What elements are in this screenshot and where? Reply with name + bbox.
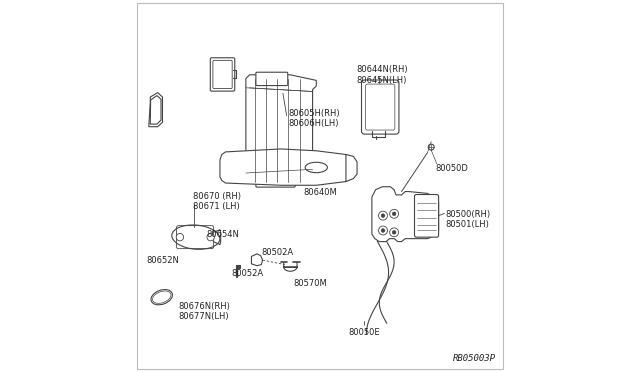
- Text: 80677N(LH): 80677N(LH): [179, 312, 229, 321]
- Polygon shape: [252, 254, 262, 266]
- Text: 80640M: 80640M: [303, 188, 337, 197]
- Text: 80676N(RH): 80676N(RH): [179, 302, 230, 311]
- Text: 80654N: 80654N: [206, 230, 239, 239]
- Text: 80570M: 80570M: [293, 279, 327, 288]
- Polygon shape: [246, 75, 316, 182]
- Circle shape: [390, 228, 399, 237]
- FancyBboxPatch shape: [256, 72, 288, 86]
- Text: 80050E: 80050E: [348, 328, 380, 337]
- Polygon shape: [150, 96, 161, 124]
- Circle shape: [381, 214, 385, 218]
- Polygon shape: [372, 187, 438, 241]
- Text: 80652N: 80652N: [146, 256, 179, 265]
- FancyBboxPatch shape: [256, 174, 295, 187]
- FancyBboxPatch shape: [362, 80, 399, 134]
- Circle shape: [390, 209, 399, 218]
- Text: 80500(RH): 80500(RH): [445, 210, 490, 219]
- Bar: [236, 264, 240, 267]
- Circle shape: [392, 231, 396, 234]
- FancyBboxPatch shape: [415, 195, 438, 237]
- Circle shape: [207, 234, 214, 241]
- Polygon shape: [148, 93, 163, 127]
- Text: 80502A: 80502A: [262, 247, 294, 257]
- FancyBboxPatch shape: [213, 60, 232, 89]
- Text: 80052A: 80052A: [232, 269, 264, 278]
- Ellipse shape: [151, 289, 172, 305]
- Ellipse shape: [172, 225, 220, 249]
- Text: 80671 (LH): 80671 (LH): [193, 202, 240, 211]
- Text: RB05003P: RB05003P: [453, 353, 496, 363]
- Circle shape: [381, 229, 385, 232]
- Circle shape: [176, 234, 184, 241]
- Polygon shape: [220, 149, 353, 185]
- Text: 80501(LH): 80501(LH): [445, 220, 489, 229]
- Text: 80050D: 80050D: [436, 164, 468, 173]
- Circle shape: [428, 144, 434, 150]
- Text: 80606H(LH): 80606H(LH): [289, 119, 339, 128]
- Text: 80605H(RH): 80605H(RH): [289, 109, 340, 118]
- Text: 80670 (RH): 80670 (RH): [193, 192, 241, 201]
- Circle shape: [392, 212, 396, 216]
- Circle shape: [378, 211, 387, 220]
- FancyBboxPatch shape: [365, 84, 395, 130]
- Text: 80645N(LH): 80645N(LH): [356, 76, 406, 84]
- Text: 80644N(RH): 80644N(RH): [356, 65, 408, 74]
- Polygon shape: [346, 154, 357, 182]
- FancyBboxPatch shape: [211, 58, 235, 91]
- Circle shape: [378, 226, 387, 235]
- Ellipse shape: [152, 291, 171, 303]
- Ellipse shape: [305, 162, 328, 173]
